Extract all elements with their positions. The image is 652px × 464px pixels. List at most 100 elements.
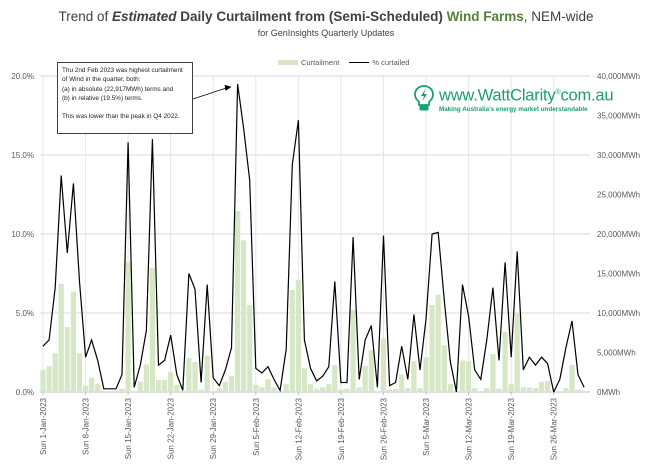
curtailment-bar: [216, 388, 222, 392]
x-tick-label: Sun 1-Jan-2023: [39, 397, 48, 454]
legend-swatch-bar: [278, 60, 298, 65]
x-tick-label: Sun 22-Jan-2023: [167, 397, 176, 459]
curtailment-bar: [545, 380, 551, 392]
curtailment-bar: [155, 380, 162, 392]
curtailment-bar: [484, 388, 490, 392]
curtailment-bar: [557, 391, 563, 392]
curtailment-bar: [70, 291, 76, 392]
x-tick-label: Sun 12-Feb-2023: [294, 397, 303, 460]
curtailment-bar: [149, 268, 155, 392]
left-tick-label: 0.0%: [16, 388, 34, 397]
left-axis-ticks: 0.0% 5.0% 10.0% 15.0% 20.0%: [11, 72, 34, 397]
curtailment-bar: [393, 388, 399, 392]
curtailment-bar: [466, 361, 472, 392]
curtailment-bar: [429, 305, 435, 392]
curtailment-bar: [137, 381, 143, 392]
curtailment-bar: [405, 388, 411, 392]
x-tick-label: Sun 5-Mar-2023: [422, 397, 431, 455]
curtailment-bar: [259, 387, 265, 392]
curtailment-bar: [247, 305, 253, 392]
curtailment-bar: [387, 389, 393, 392]
curtailment-bar: [539, 381, 545, 392]
curtailment-bar: [241, 240, 247, 392]
x-tick-label: Sun 5-Feb-2023: [252, 397, 261, 455]
curtailment-bar: [532, 388, 539, 392]
legend-label-percent: % curtailed: [372, 58, 410, 67]
chart-legend: Curtailment % curtailed: [278, 58, 409, 67]
right-tick-label: 25,000MWh: [597, 191, 640, 200]
curtailment-bars: [40, 211, 581, 393]
title-wind-farms: Wind Farms: [446, 9, 524, 24]
annotation-spacer: [62, 103, 188, 112]
curtailment-bar: [198, 389, 204, 392]
left-tick-label: 20.0%: [11, 72, 34, 81]
annotation-line: This was lower than the peak in Q4 2022.: [62, 113, 180, 121]
right-tick-label: 20,000MWh: [597, 230, 640, 239]
curtailment-bar: [186, 358, 192, 392]
curtailment-bar: [563, 388, 569, 392]
logo-url: www.WattClarity®com.au: [439, 86, 614, 105]
x-tick-label: Sun 15-Jan-2023: [124, 397, 133, 459]
curtailment-bar: [228, 376, 235, 392]
curtailment-bar: [459, 360, 466, 392]
curtailment-bar: [441, 345, 447, 392]
curtailment-bar: [435, 294, 441, 392]
curtailment-bar: [40, 369, 46, 392]
curtailment-bar: [478, 391, 484, 392]
curtailment-bar: [490, 354, 496, 392]
legend-item-percent: % curtailed: [349, 58, 409, 67]
right-tick-label: 10,000MWh: [597, 309, 640, 318]
chart-title: Trend of Estimated Daily Curtailment fro…: [0, 9, 652, 24]
curtailment-bar: [265, 379, 271, 392]
x-tick-label: Sun 8-Jan-2023: [82, 397, 91, 454]
curtailment-bar: [350, 309, 356, 392]
curtailment-bar: [301, 368, 307, 392]
percent-curtailed-series: [42, 83, 585, 394]
curtailment-bar: [332, 365, 338, 392]
annotation-line: of Wind in the quarter, both:: [62, 76, 141, 84]
curtailment-bar: [374, 391, 380, 392]
title-middle: Daily Curtailment from (Semi-Scheduled): [176, 9, 447, 24]
legend-item-curtailment: Curtailment: [278, 58, 339, 67]
curtailment-bar: [271, 387, 277, 392]
left-tick-label: 10.0%: [11, 230, 34, 239]
curtailment-bar: [83, 385, 89, 392]
curtailment-bar: [508, 384, 514, 392]
wattclarity-logo: www.WattClarity®com.au Making Australia'…: [413, 84, 614, 113]
curtailment-bar: [46, 365, 52, 392]
chart-subtitle: for GenInsights Quarterly Updates: [257, 28, 395, 38]
right-tick-label: 15,000MWh: [597, 270, 640, 279]
curtailment-bar: [64, 327, 70, 392]
curtailment-bar: [210, 391, 216, 392]
legend-label-curtailment: Curtailment: [301, 58, 340, 67]
curtailment-bar: [143, 364, 149, 392]
curtailment-bar: [496, 388, 502, 392]
curtailment-bar: [502, 332, 508, 392]
curtailment-bar: [411, 361, 417, 392]
curtailment-bar: [326, 384, 332, 392]
curtailment-bar: [295, 279, 301, 392]
curtailment-bar: [174, 384, 180, 392]
right-tick-label: 5,000MWh: [597, 349, 636, 358]
curtailment-bar: [368, 350, 374, 392]
curtailment-bar: [520, 387, 526, 392]
curtailment-bar: [320, 387, 326, 392]
curtailment-bar: [399, 374, 405, 392]
annotation-line: (a) in absolute (22,917MWh) terms and: [62, 85, 174, 93]
left-tick-label: 15.0%: [11, 151, 34, 160]
x-tick-label: Sun 29-Jan-2023: [209, 397, 218, 459]
curtailment-bar: [168, 372, 174, 393]
curtailment-bar: [162, 380, 168, 392]
curtailment-bar: [235, 211, 241, 392]
curtailment-bar: [575, 389, 581, 392]
title-prefix: Trend of: [58, 9, 113, 24]
title-suffix: , NEM-wide: [523, 9, 594, 24]
curtailment-bar: [89, 377, 95, 392]
curtailment-bar: [344, 388, 350, 392]
curtailment-bar: [356, 387, 362, 392]
curtailment-bar: [253, 384, 259, 392]
curtailment-bar: [289, 290, 295, 392]
curtailment-bar: [314, 388, 320, 392]
right-tick-label: 0MWh: [597, 388, 620, 397]
